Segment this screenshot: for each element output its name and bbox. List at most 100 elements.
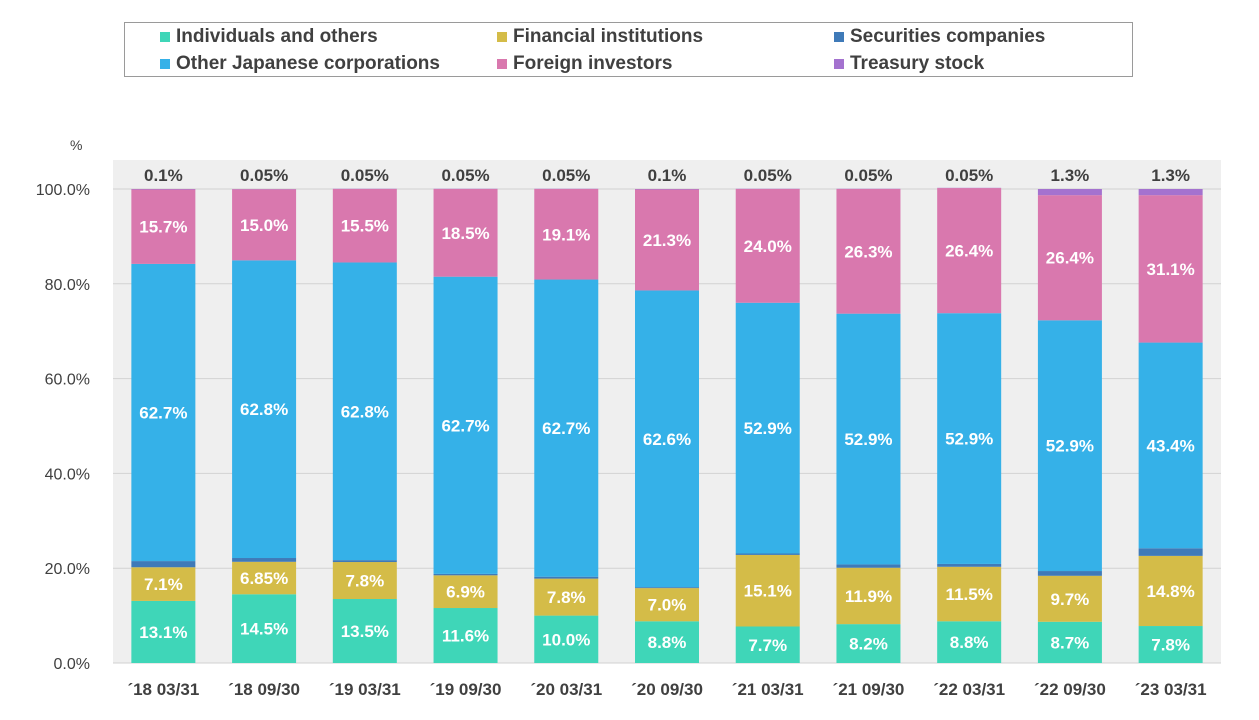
bar-segment [232,594,297,663]
data-label: 14.8% [1147,582,1195,601]
bar-segment [232,260,297,559]
bar-segment [534,279,599,577]
bar-segment [534,576,599,579]
legend-label: Other Japanese corporations [176,53,440,74]
bar-segment [635,587,699,589]
y-tick-label: 100.0% [36,182,90,199]
bar-segment [735,189,800,303]
bar-segment [735,553,800,555]
data-label: 31.1% [1147,260,1195,279]
bar-segment [937,566,1002,622]
bar-segment [534,578,599,616]
data-label: 19.1% [542,225,590,244]
bar-segment [1037,575,1102,622]
legend-label: Individuals and others [176,26,378,47]
legend-label: Treasury stock [850,53,985,74]
data-label: 52.9% [844,430,892,449]
data-label: 10.0% [542,630,590,649]
data-label: 62.8% [240,400,288,419]
data-label: 26.3% [844,242,892,261]
bar-segment [332,562,397,600]
data-label: 1.3% [1051,166,1090,185]
legend-swatch [160,59,170,69]
data-label: 7.1% [144,575,183,594]
bar-segment [1037,189,1102,196]
bar-segment [332,262,397,561]
data-label: 7.8% [1151,636,1190,655]
x-tick-label: ´18 03/31 [127,680,199,699]
data-label: 0.05% [945,166,993,185]
data-label: 11.5% [946,585,993,604]
bar-segment [433,608,498,663]
data-label: 8.7% [1051,633,1090,652]
bar-segment [232,561,297,595]
legend-swatch [497,32,507,42]
data-label: 62.7% [139,403,187,422]
legend-swatch [834,59,844,69]
bar-segment [131,189,196,264]
data-label: 52.9% [945,430,993,449]
data-label: 18.5% [441,224,489,243]
x-tick-label: ´19 09/30 [430,680,502,699]
data-label: 8.2% [849,635,888,654]
bar-segment [131,600,196,663]
data-label: 9.7% [1051,590,1090,609]
x-tick-label: ´20 09/30 [631,680,703,699]
bar-segment [534,189,599,280]
data-label: 0.05% [441,166,489,185]
data-label: 62.7% [542,419,590,438]
y-axis-unit: % [70,137,82,153]
legend-label: Foreign investors [513,53,673,74]
bar-segment [937,313,1002,564]
chart-legend: Individuals and others Financial institut… [124,22,1133,77]
bar-segment [433,189,498,277]
data-label: 15.7% [139,218,187,237]
data-label: 15.5% [341,217,389,236]
bar-segment [1138,342,1203,549]
legend-swatch [834,32,844,42]
x-tick-label: ´18 09/30 [228,680,300,699]
data-label: 24.0% [744,237,792,256]
data-label: 0.1% [144,166,183,185]
bar-segment [1037,320,1102,572]
bar-segment [232,558,297,562]
legend-item: Treasury stock [834,52,984,76]
data-label: 26.4% [1046,249,1094,268]
legend-swatch [160,32,170,42]
data-label: 0.05% [341,166,389,185]
x-tick-label: ´19 03/31 [329,680,401,699]
bar-segment [1138,189,1203,196]
data-label: 8.8% [950,633,989,652]
y-tick-label: 0.0% [54,656,90,673]
data-label: 52.9% [744,419,792,438]
data-label: 6.9% [446,583,485,602]
bar-segment [1037,195,1102,321]
bar-segment [1138,548,1203,556]
data-label: 62.6% [643,430,691,449]
bar-segment [232,189,297,261]
data-label: 1.3% [1151,166,1190,185]
data-label: 13.5% [341,622,389,641]
x-tick-label: ´22 09/30 [1034,680,1106,699]
data-label: 7.8% [345,572,384,591]
data-label: 0.05% [240,166,288,185]
bar-segment [937,188,1002,314]
bar-segment [635,621,699,663]
data-label: 15.0% [240,216,288,235]
data-label: 7.7% [748,636,787,655]
y-tick-label: 80.0% [45,277,90,294]
y-tick-label: 40.0% [45,466,90,483]
legend-label: Financial institutions [513,26,704,47]
x-tick-label: ´20 03/31 [530,680,602,699]
bar-segment [635,588,699,622]
bar-segment [433,573,498,576]
data-label: 26.4% [945,242,993,261]
bar-segment [836,189,901,314]
bar-segment [735,626,800,663]
bar-segment [836,564,901,568]
data-label: 11.6% [442,627,489,646]
legend-item: Other Japanese corporations [160,52,440,76]
bar-segment [433,276,498,574]
bar-segment [534,615,599,663]
bar-segment [1138,195,1203,343]
